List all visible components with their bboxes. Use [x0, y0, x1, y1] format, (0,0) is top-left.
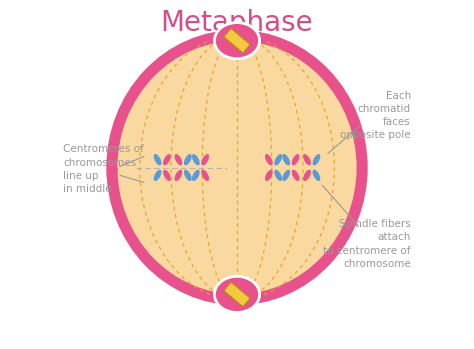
Ellipse shape	[192, 154, 200, 165]
Ellipse shape	[292, 154, 300, 165]
Ellipse shape	[265, 154, 273, 165]
Ellipse shape	[201, 170, 209, 181]
Text: Centromeres of
chromosomes
line up
in middle: Centromeres of chromosomes line up in mi…	[63, 144, 144, 194]
Text: Each
chromatid
faces
opposite pole: Each chromatid faces opposite pole	[340, 91, 411, 140]
Ellipse shape	[154, 170, 162, 181]
Ellipse shape	[303, 154, 311, 165]
Ellipse shape	[184, 170, 191, 181]
Ellipse shape	[174, 170, 182, 181]
Ellipse shape	[312, 154, 320, 165]
Ellipse shape	[312, 170, 320, 181]
Text: Metaphase: Metaphase	[161, 9, 313, 37]
Ellipse shape	[283, 154, 290, 165]
Ellipse shape	[303, 170, 311, 181]
Ellipse shape	[292, 170, 300, 181]
FancyBboxPatch shape	[224, 283, 250, 306]
Ellipse shape	[265, 170, 273, 181]
Ellipse shape	[214, 276, 260, 312]
Ellipse shape	[163, 154, 171, 165]
Ellipse shape	[214, 23, 260, 59]
Ellipse shape	[201, 154, 209, 165]
Ellipse shape	[274, 170, 282, 181]
Ellipse shape	[274, 154, 282, 165]
FancyBboxPatch shape	[224, 29, 250, 52]
Ellipse shape	[174, 154, 182, 165]
Ellipse shape	[192, 170, 200, 181]
Ellipse shape	[184, 154, 191, 165]
Text: Spindle fibers
attach
to centromere of
chromosome: Spindle fibers attach to centromere of c…	[323, 219, 411, 269]
Ellipse shape	[112, 36, 362, 300]
Ellipse shape	[163, 170, 171, 181]
Ellipse shape	[283, 170, 290, 181]
Ellipse shape	[154, 154, 162, 165]
